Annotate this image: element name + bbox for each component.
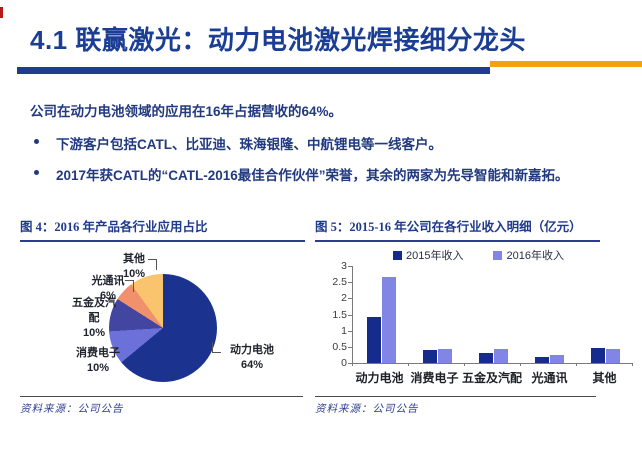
pie-connector (212, 342, 221, 353)
y-tick-label: 2.5 (332, 276, 347, 289)
pie-label-dongli: 动力电池 64% (218, 343, 286, 373)
bar (437, 349, 452, 363)
bar (422, 350, 437, 363)
pie-label-text: 光通讯 (91, 275, 125, 287)
y-tick-label: 2 (341, 292, 347, 305)
pie-label-pct: 10% (82, 326, 106, 339)
bullet-text: 下游客户包括CATL、比亚迪、珠海银隆、中航锂电等一线客户。 (56, 137, 442, 152)
legend-swatch (393, 250, 402, 260)
pie-chart: 其他 10% 光通讯 6% 五金及汽配 10% 消费电子 10% 动力电池 64… (20, 245, 312, 395)
page-title: 4.1 联赢激光：动力电池激光焊接细分龙头 (30, 25, 526, 55)
legend-swatch (493, 250, 503, 260)
pie-label-text: 其他 (123, 253, 145, 265)
y-tick-label: 1.5 (332, 308, 347, 321)
title-underline-orange (490, 61, 642, 67)
pie-label-xiaofei: 消费电子 10% (67, 346, 129, 376)
figure4-source: 资料来源：公司公告 (20, 396, 303, 416)
title-underline-blue (17, 67, 490, 74)
x-tick-mark (408, 363, 409, 366)
y-tick-label: 0 (341, 357, 347, 369)
bullet-icon (34, 139, 39, 144)
y-tick-mark (348, 298, 352, 300)
bullet-text: 2017年获CATL的“CATL-2016最佳合作伙伴”荣誉，其余的两家为先导智… (56, 168, 569, 183)
bar-chart: 2015年收入 2016年收入 动力电池 消费电子 五金及汽配 光通讯 其他 0 0.5 1… (315, 243, 642, 395)
bar (605, 349, 620, 363)
pie-label-pct: 64% (240, 358, 264, 371)
x-tick-mark (464, 363, 465, 366)
y-tick-label: 3 (341, 260, 347, 272)
bar-legend: 2015年收入 2016年收入 (393, 247, 564, 263)
bullet-icon (34, 170, 39, 175)
pie-label-pct: 6% (100, 289, 116, 302)
figure5-caption-text: 2015-16 年公司在各行业收入明细（亿元） (349, 220, 582, 234)
y-tick-mark (348, 314, 352, 316)
bullet-item: 2017年获CATL的“CATL-2016最佳合作伙伴”荣誉，其余的两家为先导智… (34, 164, 569, 184)
pie-label-text: 消费电子 (76, 347, 120, 359)
figure5-caption: 图 5：2015-16 年公司在各行业收入明细（亿元） (315, 216, 600, 242)
bar (366, 317, 381, 363)
figure4-caption-prefix: 图 4： (20, 220, 55, 234)
bar-category-label: 消费电子 (410, 371, 459, 385)
pie-label-text: 五金及汽配 (72, 297, 116, 324)
bar-group (366, 277, 396, 363)
x-tick-mark (520, 363, 521, 366)
bar (478, 353, 493, 363)
y-tick-mark (348, 363, 352, 364)
y-tick-mark (348, 282, 352, 284)
bar-category-label: 五金及汽配 (462, 371, 523, 385)
figure4-caption-text: 2016 年产品各行业应用占比 (54, 220, 208, 234)
bullet-item: 下游客户包括CATL、比亚迪、珠海银隆、中航锂电等一线客户。 (34, 133, 442, 153)
figure4-caption: 图 4：2016 年产品各行业应用占比 (20, 216, 305, 242)
y-tick-mark (348, 266, 352, 267)
y-tick-mark (348, 346, 352, 348)
bar-category-label: 动力电池 (355, 371, 404, 385)
pie-label-wujin: 五金及汽配 10% (70, 296, 118, 341)
bar-group (590, 348, 620, 363)
x-tick-mark (352, 363, 353, 366)
figure5-source: 资料来源：公司公告 (315, 396, 596, 416)
pie-label-guangtongxun: 光通讯 6% (82, 274, 134, 304)
legend-item-2015: 2015年收入 (393, 247, 463, 263)
pie-label-pct: 10% (122, 267, 146, 280)
bar-category-label: 光通讯 (531, 371, 568, 385)
pie-connector (125, 280, 134, 292)
y-tick-mark (348, 330, 352, 332)
pie-label-text: 动力电池 (230, 344, 274, 356)
bar-category-label: 其他 (592, 371, 617, 385)
bar-category-labels: 动力电池 消费电子 五金及汽配 光通讯 其他 (352, 369, 632, 386)
intro-text: 公司在动力电池领域的应用在16年占据营收的64%。 (30, 104, 343, 119)
legend-item-2016: 2016年收入 (493, 247, 564, 263)
x-tick-mark (632, 363, 633, 366)
bar (549, 355, 564, 363)
legend-label: 2016年收入 (506, 250, 564, 262)
y-tick-label: 0.5 (332, 340, 347, 353)
bar-group (478, 349, 508, 363)
figure5-caption-prefix: 图 5： (315, 220, 350, 234)
bar-group (422, 349, 452, 363)
y-tick-label: 1 (341, 324, 347, 337)
x-tick-mark (576, 363, 577, 366)
legend-label: 2015年收入 (406, 250, 464, 262)
pie-connector (148, 259, 157, 270)
bar (381, 277, 396, 363)
pie-label-qita: 其他 10% (110, 252, 158, 282)
bar-plot (352, 266, 633, 364)
bar-group (534, 355, 564, 363)
bar (590, 348, 605, 363)
pie-label-pct: 10% (86, 361, 110, 374)
bar (534, 357, 549, 363)
corner-mark (0, 7, 3, 18)
pie (109, 274, 217, 382)
bar (493, 349, 508, 363)
